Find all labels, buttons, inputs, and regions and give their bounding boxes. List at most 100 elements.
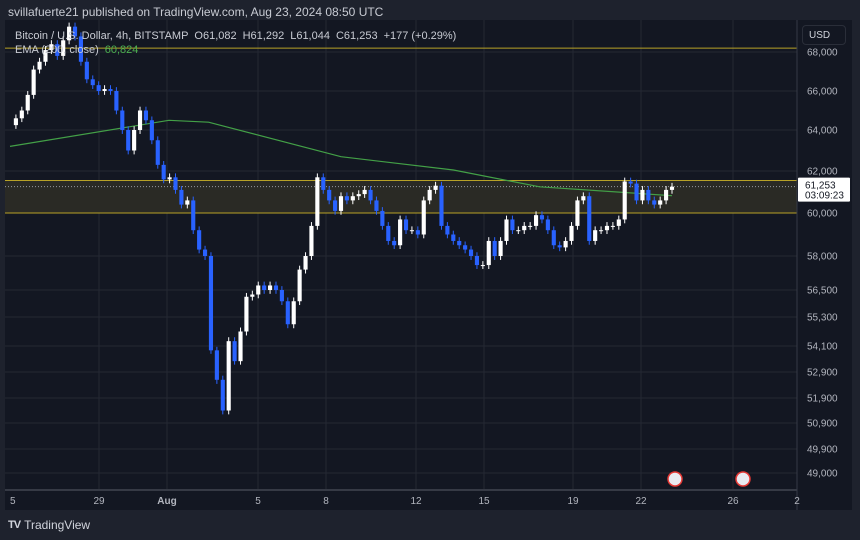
candle-body <box>610 225 615 227</box>
candle-body <box>309 225 314 256</box>
ema-line <box>9 119 673 197</box>
candle-body <box>498 240 503 256</box>
candle-body <box>563 240 568 248</box>
ohlc-change: +177 (+0.29%) <box>383 30 457 42</box>
candle-body <box>356 194 361 197</box>
price-tick-label: 51,900 <box>807 394 838 405</box>
candle-body <box>338 196 344 211</box>
us-flag-event-icon[interactable] <box>735 471 751 487</box>
candle-body <box>208 256 214 351</box>
price-tick-label: 68,000 <box>807 48 838 59</box>
time-tick-label: 26 <box>727 496 739 507</box>
candle-body <box>126 130 131 151</box>
time-tick-label: 15 <box>478 496 490 507</box>
candle-body <box>433 185 438 190</box>
candle-body <box>25 94 30 111</box>
candle-body <box>149 120 154 141</box>
candle-body <box>451 234 456 241</box>
currency-button[interactable]: USD <box>802 25 846 45</box>
candle-body <box>593 230 598 241</box>
candle-body <box>43 50 48 62</box>
candle-body <box>551 230 556 246</box>
candle-body <box>84 61 89 80</box>
candle-body <box>409 230 414 232</box>
candle-body <box>250 294 255 297</box>
candle-body <box>569 225 574 241</box>
candle-body <box>202 249 208 256</box>
candle-body <box>238 331 243 362</box>
price-tick-label: 56,500 <box>807 286 838 297</box>
candle-body <box>658 200 663 205</box>
tv-logo-icon: TV <box>8 519 21 531</box>
candle-body <box>256 285 261 295</box>
candle-body <box>55 44 60 56</box>
candle-countdown-label: 03:09:23 <box>805 191 844 202</box>
candle-body <box>510 219 515 231</box>
candle-body <box>226 341 231 411</box>
ema-label[interactable]: EMA (200, close) <box>15 44 99 56</box>
price-tick-label: 58,000 <box>807 252 838 263</box>
candle-body <box>557 245 562 248</box>
candle-body <box>102 89 107 91</box>
price-tick-label: 62,000 <box>807 167 838 178</box>
candle-body <box>646 189 651 201</box>
candle-body <box>398 219 403 246</box>
candle-body <box>622 181 627 220</box>
candle-body <box>628 181 633 184</box>
tradingview-logo[interactable]: TV TradingView <box>8 518 90 532</box>
candle-body <box>49 44 54 51</box>
price-tick-label: 66,000 <box>807 87 838 98</box>
ohlc-close: C61,253 <box>335 30 378 42</box>
candle-body <box>516 230 521 232</box>
symbol-title[interactable]: Bitcoin / U.S. Dollar, 4h, BITSTAMP <box>15 30 189 42</box>
price-tick-label: 60,000 <box>807 209 838 220</box>
time-tick-label: Aug <box>157 496 176 507</box>
ohlc-high: H61,292 <box>242 30 285 42</box>
candle-body <box>108 89 113 91</box>
candle-body <box>155 140 160 165</box>
chart-pane[interactable]: 68,000 66,000 64,000 62,000 60,000 58,000 56,5… <box>5 20 852 510</box>
candle-body <box>652 200 657 205</box>
candle-body <box>403 219 409 231</box>
candle-body <box>374 200 379 211</box>
current-price-label: 61,253 <box>805 181 836 192</box>
candle-body <box>474 256 480 266</box>
candle-body <box>173 177 178 190</box>
candle-body <box>616 219 621 226</box>
candle-body <box>386 225 391 241</box>
candle-body <box>362 189 367 195</box>
us-flag-event-icon[interactable] <box>667 471 683 487</box>
candle-body <box>445 225 450 235</box>
candle-body <box>669 186 675 190</box>
time-tick-label: 22 <box>635 496 647 507</box>
candle-body <box>297 269 302 302</box>
candle-body <box>581 196 586 201</box>
candle-body <box>279 290 284 302</box>
candle-body <box>179 189 184 205</box>
candle-body <box>268 285 273 290</box>
candle-body <box>143 110 149 121</box>
price-tick-label: 54,100 <box>807 342 838 353</box>
candlestick-chart[interactable]: 68,000 66,000 64,000 62,000 60,000 58,000 56,5… <box>5 20 852 510</box>
candle-body <box>161 164 166 180</box>
candle-body <box>167 177 172 180</box>
publisher-note: svillafuerte21 published on TradingView.… <box>8 5 384 19</box>
chart-legend: Bitcoin / U.S. Dollar, 4h, BITSTAMP O61,0… <box>15 29 462 57</box>
candle-body <box>604 225 610 231</box>
candle-body <box>575 200 580 226</box>
time-tick-label: 8 <box>323 496 329 507</box>
candle-body <box>344 196 349 201</box>
candle-body <box>132 130 137 151</box>
candle-body <box>533 215 539 226</box>
candle-body <box>214 350 219 380</box>
resistance-zone <box>5 180 797 213</box>
candle-body <box>61 40 66 56</box>
candle-body <box>587 196 592 241</box>
candle-body <box>333 200 338 211</box>
candle-body <box>185 200 190 205</box>
candle-body <box>78 36 83 62</box>
candle-body <box>439 185 444 226</box>
candle-body <box>457 240 462 246</box>
time-tick-label: 2 <box>794 496 800 507</box>
candle-body <box>120 110 125 130</box>
